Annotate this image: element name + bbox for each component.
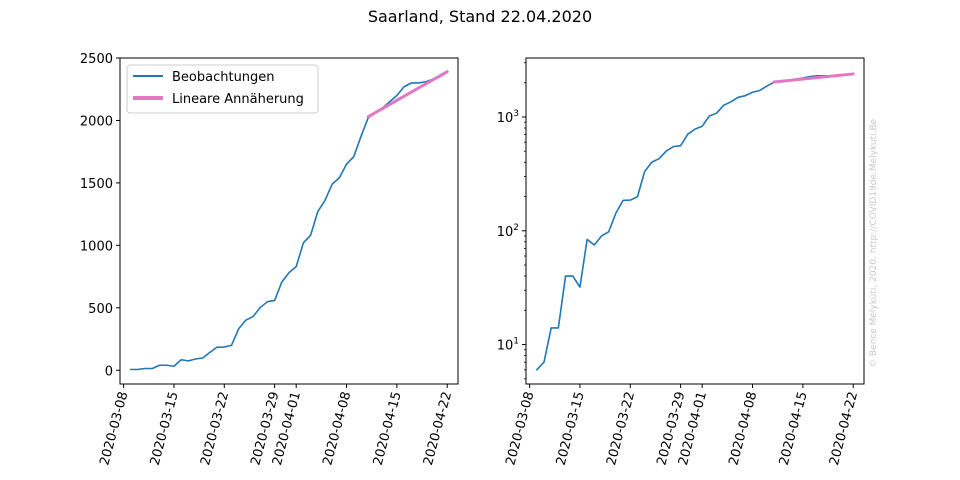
left-chart: 2020-03-08 2020-03-15 2020-03-22 2020-03-29…	[80, 52, 459, 467]
left-axes-frame	[119, 57, 459, 385]
left-y-tick-label: 2500	[80, 52, 113, 67]
left-x-tick-label: 2020-04-22	[421, 390, 455, 467]
left-y-tick-label: 500	[88, 302, 113, 317]
right-y-tick-label: 101	[497, 337, 519, 354]
figure-title: Saarland, Stand 22.04.2020	[368, 7, 592, 26]
right-x-tick-label: 2020-04-15	[777, 390, 811, 467]
right-y-ticks: 101 102 103	[497, 62, 526, 380]
right-series-observed	[535, 73, 855, 371]
legend-box	[126, 64, 319, 114]
right-x-tick-label: 2020-03-15	[554, 390, 588, 467]
left-series	[129, 70, 449, 371]
left-y-tick-label: 2000	[80, 114, 113, 129]
legend-label-observed: Beobachtungen	[172, 70, 275, 85]
right-x-tick-label: 2020-03-22	[604, 390, 638, 467]
right-y-tick-label: 102	[497, 223, 519, 240]
right-series	[535, 72, 855, 371]
left-y-tick-label: 0	[105, 364, 113, 379]
credit-watermark: © Bence Mélykúti, 2020. http://COVID19de…	[868, 118, 879, 368]
left-x-ticks: 2020-03-08 2020-03-15 2020-03-22 2020-03-29…	[97, 384, 455, 467]
left-y-tick-label: 1000	[80, 239, 113, 254]
left-x-tick-label: 2020-03-08	[97, 390, 131, 467]
left-x-tick-label: 2020-03-15	[148, 390, 182, 467]
right-x-ticks: 2020-03-08 2020-03-15 2020-03-22 2020-03-29…	[503, 384, 861, 467]
right-x-tick-label: 2020-03-08	[503, 390, 537, 467]
left-x-tick-label: 2020-03-22	[198, 390, 232, 467]
right-chart: 2020-03-08 2020-03-15 2020-03-22 2020-03-29…	[497, 57, 865, 467]
left-y-tick-label: 1500	[80, 177, 113, 192]
right-y-tick-label: 103	[497, 109, 519, 126]
left-x-tick-label: 2020-04-15	[371, 390, 405, 467]
right-x-tick-label: 2020-04-08	[726, 390, 760, 467]
legend-label-fit: Lineare Annäherung	[172, 92, 304, 107]
right-axes-frame	[525, 57, 865, 385]
left-x-tick-label: 2020-04-08	[320, 390, 354, 467]
right-series-fit	[772, 72, 855, 84]
right-x-tick-label: 2020-04-22	[827, 390, 861, 467]
legend: Beobachtungen Lineare Annäherung	[126, 64, 319, 114]
left-series-observed	[129, 70, 449, 371]
left-series-fit	[366, 70, 449, 119]
left-y-ticks: 0 500 1000 1500 2000 2500	[80, 52, 120, 379]
